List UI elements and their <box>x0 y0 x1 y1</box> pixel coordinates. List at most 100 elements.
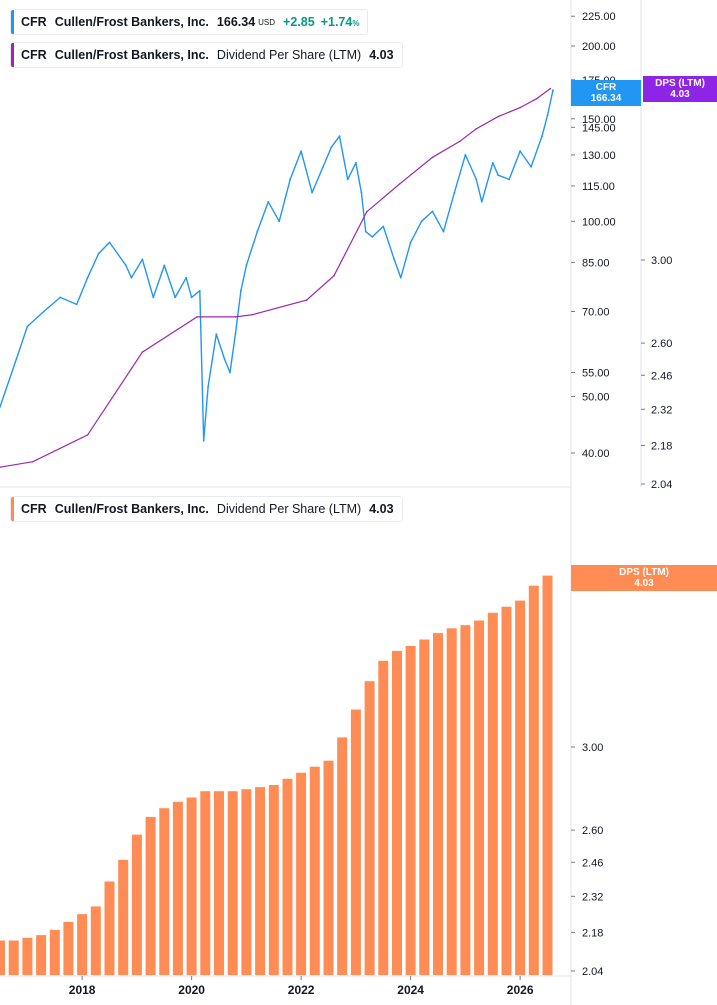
dps-bar <box>22 937 33 975</box>
dps-bar <box>542 575 553 975</box>
legend-company-name: Cullen/Frost Bankers, Inc. <box>54 502 209 516</box>
legend-dps-top[interactable]: CFR Cullen/Frost Bankers, Inc. Dividend … <box>10 42 403 68</box>
price-point <box>530 166 532 168</box>
dps-tick-label: 2.18 <box>651 440 672 452</box>
price-tick-label: 150.00 <box>582 114 616 126</box>
dps-bar <box>378 660 389 975</box>
legend-ticker: CFR <box>21 15 47 29</box>
dps-point <box>305 299 308 301</box>
dps-bar <box>159 808 170 975</box>
dps-bar <box>49 929 60 975</box>
dps-point <box>366 210 368 213</box>
price-tick-label: 130.00 <box>582 150 616 162</box>
price-point <box>300 150 302 153</box>
x-tick-label: 2020 <box>178 983 205 997</box>
price-point <box>519 150 521 153</box>
legend-metric: Dividend Per Share (LTM) <box>216 502 362 516</box>
dps-point <box>459 140 461 143</box>
price-point <box>508 178 511 181</box>
price-point <box>245 264 248 267</box>
price-point <box>464 154 467 156</box>
dps-series-line <box>0 88 551 468</box>
dps-point <box>32 460 34 463</box>
dps-bar <box>350 709 361 975</box>
dps-bar <box>77 914 88 975</box>
legend-company-name: Cullen/Frost Bankers, Inc. <box>54 48 209 62</box>
legend-metric: Dividend Per Share (LTM) <box>216 48 362 62</box>
price-tick-label: 115.00 <box>582 181 615 193</box>
dps-bar <box>501 606 512 975</box>
dps-point <box>234 316 237 318</box>
price-point <box>240 289 242 292</box>
price-point <box>267 200 270 203</box>
price-point <box>346 178 349 181</box>
dps-bar <box>227 791 238 975</box>
dps-tick-label: 2.60 <box>651 338 672 350</box>
price-point <box>15 358 18 360</box>
price-point <box>475 178 478 181</box>
dps-bar <box>214 791 224 975</box>
price-point <box>174 296 177 299</box>
dps-bar <box>460 625 471 975</box>
price-point <box>256 230 259 233</box>
price-point <box>190 296 193 299</box>
bar-tick-label: 2.32 <box>582 891 603 903</box>
dps-bar <box>118 859 129 975</box>
dps-tick-label: 3.00 <box>651 255 672 267</box>
price-point <box>311 191 313 194</box>
price-point <box>420 220 423 223</box>
dps-bar <box>282 778 293 975</box>
price-point <box>141 258 144 261</box>
price-point <box>229 371 231 374</box>
dps-tick-label: 2.04 <box>651 479 672 491</box>
price-point <box>409 241 412 244</box>
dps-point <box>431 156 434 159</box>
price-point <box>163 264 166 267</box>
price-tick-label: 85.00 <box>582 257 610 269</box>
bar-tick-label: 3.00 <box>582 742 603 754</box>
price-tick-label: 225.00 <box>582 11 616 23</box>
price-point <box>202 439 205 442</box>
dps-top-tag: DPS (LTM) 4.03 <box>643 76 717 102</box>
dps-bar <box>446 628 457 975</box>
dps-tick-label: 2.32 <box>651 404 672 416</box>
price-point <box>552 89 554 91</box>
legend-price[interactable]: CFR Cullen/Frost Bankers, Inc. 166.34 US… <box>10 9 369 35</box>
price-series-line <box>0 89 554 442</box>
price-tick-label: 200.00 <box>582 41 616 53</box>
legend-dps-bottom[interactable]: CFR Cullen/Frost Bankers, Inc. Dividend … <box>10 496 403 522</box>
price-point <box>130 276 133 279</box>
price-point <box>338 135 341 138</box>
price-point <box>152 296 155 299</box>
dps-bar <box>0 940 5 975</box>
dps-point <box>549 87 552 90</box>
price-point <box>382 225 385 228</box>
bar-tick-label: 2.04 <box>582 966 603 978</box>
dps-bar <box>186 797 197 975</box>
dps-tick-label: 2.46 <box>651 370 672 382</box>
price-point <box>442 230 445 233</box>
dps-bar <box>323 760 334 975</box>
price-point <box>491 161 494 164</box>
dps-bar <box>433 633 443 975</box>
price-point <box>399 276 402 279</box>
dps-bar <box>337 737 348 975</box>
dps-bar <box>419 639 430 975</box>
price-point <box>234 333 237 335</box>
price-point <box>198 289 201 292</box>
price-point <box>223 358 226 360</box>
dps-bar <box>145 816 156 975</box>
dps-point <box>398 183 401 185</box>
price-point <box>185 276 188 279</box>
price-point <box>42 310 45 313</box>
legend-price-value: 166.34 <box>216 15 256 29</box>
price-point <box>541 135 543 138</box>
dps-bar <box>487 612 498 975</box>
dps-bar <box>364 681 375 975</box>
dps-point <box>519 106 521 109</box>
price-point <box>215 333 218 335</box>
dps-bar <box>241 789 252 975</box>
price-point <box>59 296 62 299</box>
dps-bar <box>528 585 539 975</box>
